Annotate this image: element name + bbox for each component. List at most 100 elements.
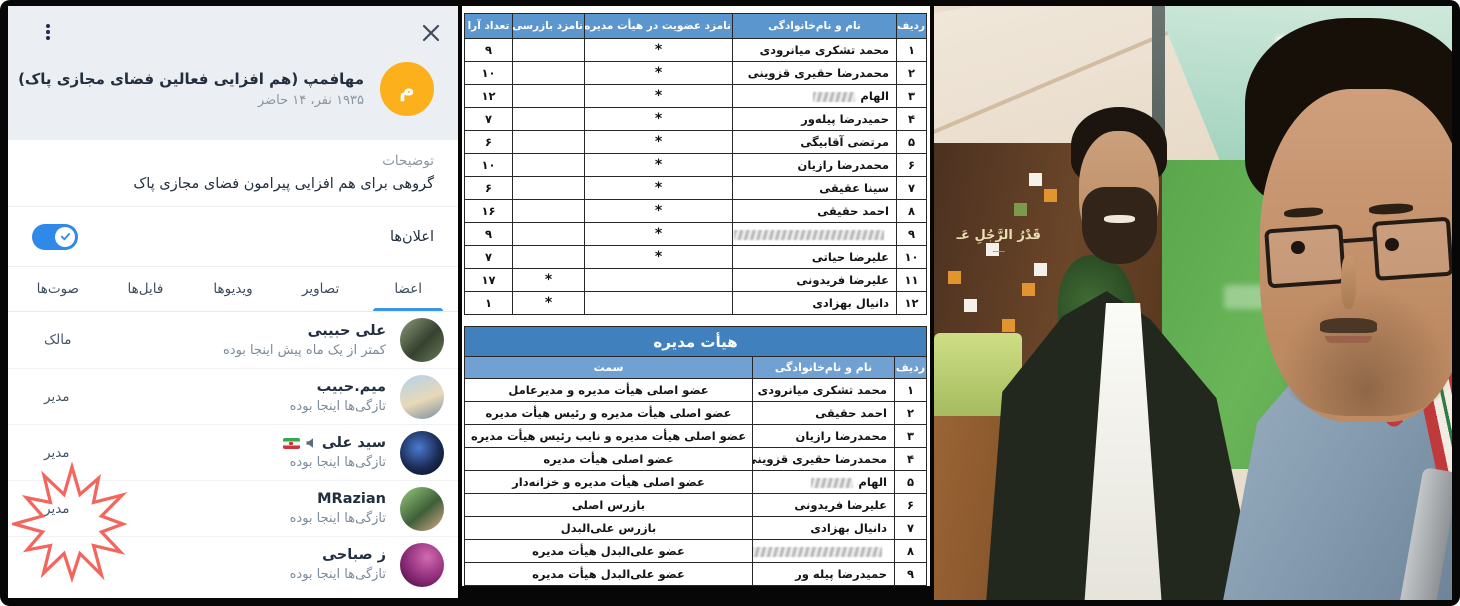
group-description: توضیحات گروهی برای هم افزایی پیرامون فضا… xyxy=(8,140,458,207)
votes-table-row: ۱۰ علیرضا حیاتی * ۷ xyxy=(464,245,927,269)
votes-table-header-row: ردیف نام و نام‌خانوادگی نامزد عضویت در ه… xyxy=(464,13,927,39)
photo-calligraphy-sign: قَدْرُ الرَّجُلِ عَـ ـــــ xyxy=(956,227,1041,255)
member-row[interactable]: میم.حبیب تازگی‌ها اینجا بوده مدیر xyxy=(8,368,458,424)
toggle-checkmark-icon xyxy=(55,226,75,247)
member-avatar[interactable] xyxy=(400,374,444,419)
board-table-row: ۱ محمد تشکری میانرودی عضو اصلی هیأت مدیر… xyxy=(463,378,927,402)
votes-table-row: ۳ الهام * ۱۲ xyxy=(464,84,927,108)
votes-table-row: ۱ محمد تشکری میانرودی * ۹ xyxy=(464,38,927,62)
redacted-text xyxy=(811,477,854,488)
tab[interactable]: تصاویر xyxy=(301,281,340,297)
notifications-label: اعلان‌ها xyxy=(389,228,434,245)
member-last-seen: کمتر از یک ماه پیش اینجا بوده xyxy=(222,342,386,358)
board-table-row: ۵ الهام عضو اصلی هیأت مدیره و خزانه‌دار xyxy=(463,470,927,494)
photo-mosaic-squares xyxy=(934,143,947,156)
member-avatar[interactable] xyxy=(400,318,444,362)
photo-man-left-beard xyxy=(1081,187,1157,265)
member-avatar[interactable] xyxy=(400,486,444,531)
board-table-row: ۸ عضو علی‌البدل هیأت مدیره xyxy=(463,539,927,563)
photo-man-right-eye xyxy=(1291,240,1305,254)
notifications-toggle[interactable] xyxy=(32,223,78,250)
photo-man-right-glasses xyxy=(1263,216,1452,289)
board-table-row: ۹ حمیدرضا پیله ور عضو علی‌البدل هیأت مدی… xyxy=(463,562,927,586)
redacted-text xyxy=(734,229,884,240)
redacted-text xyxy=(753,546,882,557)
member-role-badge: مدیر xyxy=(44,388,70,405)
member-row[interactable]: سید علی تازگی‌ها اینجا بوده مدیر xyxy=(8,424,458,480)
member-name: میم.حبیب xyxy=(316,379,386,395)
group-member-count: ۱۹۳۵ نفر، ۱۴ حاضر xyxy=(257,93,364,108)
speaker-icon xyxy=(305,437,317,449)
votes-table: ردیف نام و نام‌خانوادگی نامزد عضویت در ه… xyxy=(464,13,927,315)
member-row[interactable]: ز صباحی تازگی‌ها اینجا بوده xyxy=(8,536,458,592)
description-label: توضیحات xyxy=(382,153,434,169)
member-row[interactable]: علی حبیبی کمتر از یک ماه پیش اینجا بوده … xyxy=(8,312,458,368)
board-table-header-row: ردیف نام و نام‌خانوادگی سمت xyxy=(463,356,927,379)
tab[interactable]: صوت‌ها xyxy=(36,281,80,297)
photo-man-right-nose xyxy=(1340,255,1357,309)
description-text: گروهی برای هم افزایی پیرامون فضای مجازی … xyxy=(133,176,434,192)
member-avatar[interactable] xyxy=(400,430,444,475)
votes-table-row: ۶ محمدرضا رازیان * ۱۰ xyxy=(464,153,927,177)
board-table-row: ۷ دانیال بهزادی بازرس علی‌البدل xyxy=(463,516,927,540)
votes-table-row: ۹ * ۹ xyxy=(464,222,927,246)
board-table-row: ۶ علیرضا فریدونی بازرس اصلی xyxy=(463,493,927,517)
member-role-badge: مالک xyxy=(44,332,72,348)
member-list: علی حبیبی کمتر از یک ماه پیش اینجا بوده … xyxy=(8,312,458,592)
votes-table-row: ۷ سینا عقیقی * ۶ xyxy=(464,176,927,200)
member-last-seen: تازگی‌ها اینجا بوده xyxy=(289,567,386,582)
board-table-row: ۳ محمدرضا رازیان عضو اصلی هیأت مدیره و ن… xyxy=(463,424,927,448)
votes-table-row: ۱۲ دانیال بهزادی * ۱ xyxy=(464,291,927,315)
tab[interactable]: اعضا xyxy=(364,267,452,311)
member-name: علی حبیبی xyxy=(307,322,386,339)
col-full-name: نام و نام‌خانوادگی xyxy=(732,13,897,39)
selfie-photo: قَدْرُ الرَّجُلِ عَـ ـــــ xyxy=(934,6,1452,600)
votes-table-row: ۸ احمد حقیقی * ۱۶ xyxy=(464,199,927,223)
col-inspector-candidate: نامزد بازرسی xyxy=(512,13,585,39)
member-role-badge: مدیر xyxy=(44,500,70,517)
close-icon[interactable] xyxy=(420,22,442,44)
notifications-row: اعلان‌ها xyxy=(8,207,458,267)
group-summary[interactable]: م مهافمپ (هم افزایی فعالین فضای مجازی پا… xyxy=(18,62,434,116)
photo-man-left-smile xyxy=(1103,215,1135,223)
col-row-number: ردیف xyxy=(894,356,927,379)
redacted-text xyxy=(813,91,856,102)
photo-man-right-mustache xyxy=(1319,317,1377,334)
board-table: هیأت مدیره ردیف نام و نام‌خانوادگی سمت ۱… xyxy=(463,326,928,586)
member-last-seen: تازگی‌ها اینجا بوده xyxy=(289,511,386,526)
photo-man-right-face xyxy=(1260,89,1452,422)
group-title: مهافمپ (هم افزایی فعالین فضای مجازی پاک) xyxy=(18,70,364,88)
votes-table-row: ۱۱ علیرضا فریدونی * ۱۷ xyxy=(464,268,927,292)
kebab-menu-icon[interactable] xyxy=(38,22,58,46)
col-vote-count: تعداد آرا xyxy=(464,13,513,39)
tab[interactable]: فایل‌ها xyxy=(127,281,164,297)
iran-flag-icon xyxy=(282,437,300,449)
col-row-number: ردیف xyxy=(896,13,927,39)
group-info-header: م مهافمپ (هم افزایی فعالین فضای مجازی پا… xyxy=(8,6,458,140)
member-name: سید علی xyxy=(282,435,386,451)
election-document: ردیف نام و نام‌خانوادگی نامزد عضویت در ه… xyxy=(462,6,930,586)
board-table-title: هیأت مدیره xyxy=(463,326,928,357)
col-full-name: نام و نام‌خانوادگی xyxy=(752,356,895,379)
board-table-row: ۲ احمد حقیقی عضو اصلی هیأت مدیره و رئیس … xyxy=(463,401,927,425)
votes-table-row: ۴ حمیدرضا پیله‌ور * ۷ xyxy=(464,107,927,131)
member-row[interactable]: MRazian تازگی‌ها اینجا بوده مدیر xyxy=(8,480,458,536)
photo-man-right-smile xyxy=(1325,336,1372,344)
member-last-seen: تازگی‌ها اینجا بوده xyxy=(289,399,386,414)
media-tabs: اعضا تصاویر ویدیوها فایل‌ها صوت‌ها xyxy=(8,267,458,312)
photo-man-right-beard-shadow xyxy=(1275,285,1452,416)
member-name: MRazian xyxy=(317,491,386,507)
photo-man-right-eye xyxy=(1384,237,1400,252)
col-position: سمت xyxy=(463,356,754,379)
member-role-badge: مدیر xyxy=(44,444,70,461)
member-name: ز صباحی xyxy=(322,547,386,563)
board-table-row: ۴ محمدرضا حقیری قزوینی عضو اصلی هیأت مدی… xyxy=(463,447,927,471)
member-last-seen: تازگی‌ها اینجا بوده xyxy=(289,455,386,470)
member-avatar[interactable] xyxy=(400,542,444,587)
group-avatar[interactable]: م xyxy=(380,62,434,116)
votes-table-row: ۲ محمدرضا حقیری قزوینی * ۱۰ xyxy=(464,61,927,85)
tab[interactable]: ویدیوها xyxy=(213,281,253,297)
group-info-panel: م مهافمپ (هم افزایی فعالین فضای مجازی پا… xyxy=(8,6,458,598)
col-board-candidate: نامزد عضویت در هیأت مدیره xyxy=(584,13,733,39)
